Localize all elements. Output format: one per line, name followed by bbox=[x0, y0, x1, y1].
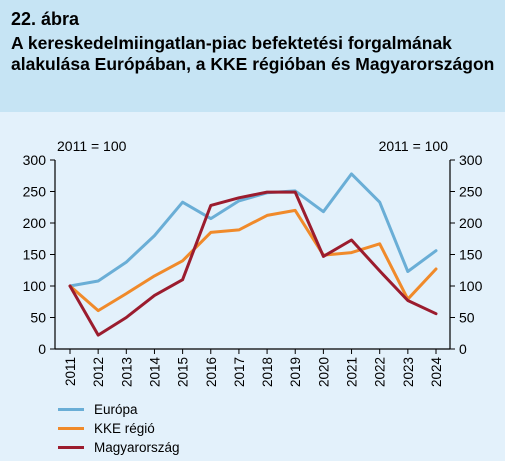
series-line-2 bbox=[68, 208, 438, 313]
x-tick-label-2021: 2021 bbox=[345, 357, 360, 387]
chart-header: 22. ábra A kereskedelmiingatlan-piac bef… bbox=[0, 0, 505, 112]
left-tick-label-150: 150 bbox=[23, 247, 47, 263]
x-tick-label-2018: 2018 bbox=[260, 357, 275, 387]
x-tick-label-2023: 2023 bbox=[401, 357, 416, 387]
line-chart: 0 0 50 50 100 100 150 150 200 200 250 250 300 300 2011… bbox=[23, 138, 483, 388]
left-tick-label-0: 0 bbox=[38, 341, 46, 357]
right-tick-label-150: 150 bbox=[459, 247, 483, 263]
legend-label-2: KKE régió bbox=[94, 421, 155, 436]
legend-swatch-2 bbox=[58, 427, 84, 430]
x-tick-label-2017: 2017 bbox=[232, 357, 247, 387]
x-tick-label-2013: 2013 bbox=[119, 357, 134, 387]
legend-swatch-1 bbox=[58, 408, 84, 411]
legend-item-3: Magyarország bbox=[58, 438, 180, 457]
series-line-3 bbox=[68, 190, 438, 337]
series-line-1 bbox=[68, 172, 438, 288]
x-tick-label-2011: 2011 bbox=[63, 357, 78, 386]
figure-number: 22. ábra bbox=[11, 9, 80, 29]
right-tick-label-250: 250 bbox=[459, 184, 483, 200]
legend-item-2: KKE régió bbox=[58, 419, 180, 438]
x-tick-label-2014: 2014 bbox=[147, 357, 162, 388]
left-axis-label: 2011 = 100 bbox=[57, 138, 127, 154]
right-axis-label: 2011 = 100 bbox=[379, 138, 449, 154]
x-tick-label-2022: 2022 bbox=[373, 357, 388, 387]
legend-label-1: Európa bbox=[94, 402, 138, 417]
right-tick-label-300: 300 bbox=[459, 152, 483, 168]
legend-item-1: Európa bbox=[58, 400, 180, 419]
right-tick-label-0: 0 bbox=[459, 341, 467, 357]
x-tick-label-2024: 2024 bbox=[429, 357, 444, 388]
left-tick-label-250: 250 bbox=[23, 184, 47, 200]
legend: Európa KKE régió Magyarország bbox=[58, 400, 180, 457]
right-tick-label-100: 100 bbox=[459, 278, 483, 294]
legend-label-3: Magyarország bbox=[94, 440, 180, 455]
x-tick-label-2016: 2016 bbox=[204, 357, 219, 387]
left-tick-label-100: 100 bbox=[23, 278, 47, 294]
x-tick-label-2015: 2015 bbox=[176, 357, 191, 387]
left-tick-label-50: 50 bbox=[30, 310, 46, 326]
x-tick-label-2019: 2019 bbox=[288, 357, 303, 387]
right-tick-label-50: 50 bbox=[459, 310, 475, 326]
figure-title: A kereskedelmiingatlan-piac befektetési … bbox=[11, 33, 495, 74]
x-tick-label-2012: 2012 bbox=[91, 357, 106, 387]
legend-swatch-3 bbox=[58, 446, 84, 449]
left-tick-label-300: 300 bbox=[23, 152, 47, 168]
x-tick-label-2020: 2020 bbox=[316, 357, 331, 387]
left-tick-label-200: 200 bbox=[23, 215, 47, 231]
right-tick-label-200: 200 bbox=[459, 215, 483, 231]
